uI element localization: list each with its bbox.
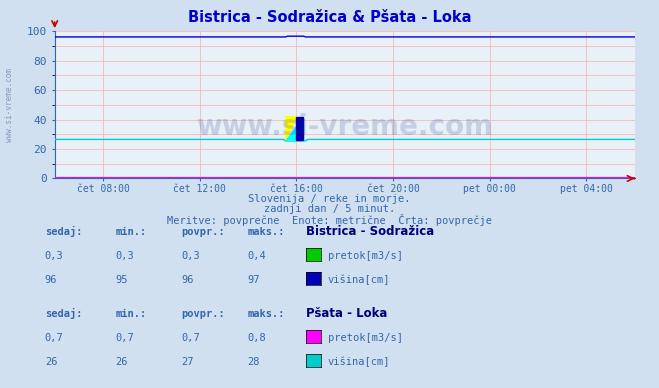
Text: 0,3: 0,3 [45,251,63,261]
Text: min.:: min.: [115,308,146,319]
Text: Slovenija / reke in morje.: Slovenija / reke in morje. [248,194,411,204]
Text: sedaj:: sedaj: [45,308,82,319]
Polygon shape [286,116,302,140]
Text: maks.:: maks.: [247,227,285,237]
Polygon shape [286,116,297,140]
Text: 26: 26 [115,357,128,367]
Text: 0,4: 0,4 [247,251,266,261]
Text: pretok[m3/s]: pretok[m3/s] [328,251,403,261]
Text: višina[cm]: višina[cm] [328,356,390,367]
Text: 0,8: 0,8 [247,333,266,343]
Text: maks.:: maks.: [247,308,285,319]
Text: 0,7: 0,7 [45,333,63,343]
Text: povpr.:: povpr.: [181,227,225,237]
Text: 0,7: 0,7 [181,333,200,343]
Text: Meritve: povprečne  Enote: metrične  Črta: povprečje: Meritve: povprečne Enote: metrične Črta:… [167,214,492,226]
Text: Bistrica - Sodražica: Bistrica - Sodražica [306,225,435,238]
Polygon shape [297,116,302,140]
Text: sedaj:: sedaj: [45,226,82,237]
Text: 0,3: 0,3 [115,251,134,261]
Text: 95: 95 [115,275,128,285]
Text: 28: 28 [247,357,260,367]
Text: 0,3: 0,3 [181,251,200,261]
Text: www.si-vreme.com: www.si-vreme.com [196,113,493,141]
Text: www.si-vreme.com: www.si-vreme.com [5,68,14,142]
Text: 96: 96 [181,275,194,285]
Text: pretok[m3/s]: pretok[m3/s] [328,333,403,343]
Text: 27: 27 [181,357,194,367]
Text: 0,7: 0,7 [115,333,134,343]
Text: 26: 26 [45,357,57,367]
Text: višina[cm]: višina[cm] [328,274,390,285]
Text: Bistrica - Sodražica & Pšata - Loka: Bistrica - Sodražica & Pšata - Loka [188,10,471,25]
Text: povpr.:: povpr.: [181,308,225,319]
Text: zadnji dan / 5 minut.: zadnji dan / 5 minut. [264,204,395,214]
Text: min.:: min.: [115,227,146,237]
Text: Pšata - Loka: Pšata - Loka [306,307,387,320]
Text: 97: 97 [247,275,260,285]
Text: 96: 96 [45,275,57,285]
